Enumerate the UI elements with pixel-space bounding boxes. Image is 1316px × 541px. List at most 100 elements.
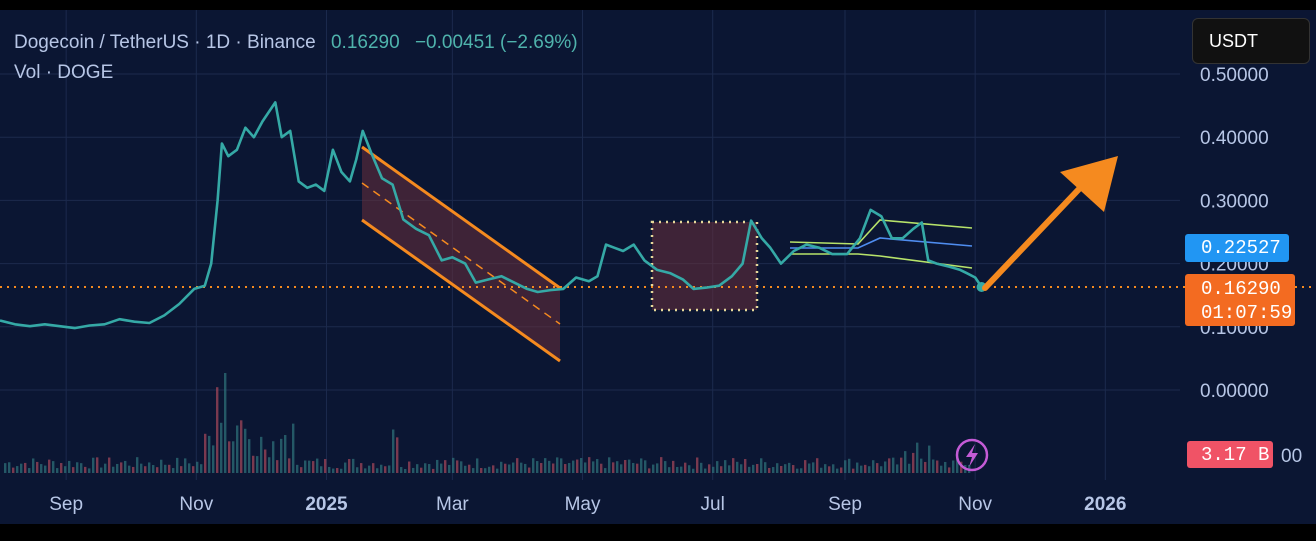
chart-header: Dogecoin / TetherUS · 1D · Binance 0.162… [14, 32, 578, 54]
volume-bar [208, 435, 211, 473]
volume-bar [772, 467, 775, 473]
volume-bar [260, 436, 263, 473]
arrow-shaft [982, 185, 1083, 291]
volume-bar [936, 460, 939, 473]
volume-bar [140, 463, 143, 473]
volume-bar [280, 438, 283, 473]
volume-bar [124, 460, 127, 473]
volume-bar [104, 463, 107, 473]
volume-bar [48, 459, 51, 473]
volume-bar [380, 464, 383, 473]
x-tick-label: Nov [179, 494, 213, 515]
volume-bar [664, 461, 667, 473]
volume-bar [432, 468, 435, 473]
volume-bar [24, 462, 27, 473]
volume-bar [544, 458, 547, 473]
volume-bar [44, 465, 47, 473]
volume-bar [404, 468, 407, 473]
volume-bar [696, 457, 699, 473]
volume-bar [928, 445, 931, 473]
volume-bar [484, 468, 487, 473]
volume-bar [192, 466, 195, 473]
volume-bar [20, 463, 23, 473]
volume-bar [64, 466, 67, 473]
volume-bar [224, 373, 227, 473]
currency-button[interactable]: USDT [1192, 18, 1310, 64]
volume-bar [340, 468, 343, 473]
price-series-line [0, 101, 983, 330]
volume-bar [264, 449, 267, 473]
volume-bar [668, 467, 671, 473]
volume-bar [144, 466, 147, 473]
volume-bar [700, 462, 703, 473]
volume-bar [320, 466, 323, 473]
volume-bar [56, 468, 59, 473]
volume-bar [944, 461, 947, 473]
volume-bar [368, 465, 371, 473]
volume-bar [856, 462, 859, 473]
symbol-label: Dogecoin / TetherUS · 1D · Binance [14, 32, 316, 53]
volume-bar [60, 463, 63, 473]
x-tick-label: Nov [958, 494, 992, 515]
x-tick-label: Mar [436, 494, 469, 515]
volume-bar [584, 462, 587, 473]
volume-bar [308, 460, 311, 473]
volume-bar [748, 466, 751, 473]
volume-bar [744, 459, 747, 473]
volume-bar [836, 468, 839, 473]
volume-bar [184, 458, 187, 473]
volume-bar [716, 461, 719, 473]
volume-bar [292, 423, 295, 473]
volume-bar [480, 468, 483, 473]
volume-bar [32, 458, 35, 473]
last-price-tag: 0.16290 01:07:59 [1185, 274, 1295, 326]
channel-fill [362, 147, 560, 361]
volume-bar [92, 457, 95, 473]
volume-legend: Vol · DOGE [14, 62, 114, 83]
volume-bar [344, 462, 347, 473]
volume-bar [672, 460, 675, 473]
volume-bar [316, 458, 319, 473]
envelope-upper-line [789, 219, 973, 245]
volume-bar [468, 464, 471, 473]
volume-bar [412, 467, 415, 473]
volume-bar [336, 468, 339, 473]
volume-bar [960, 461, 963, 473]
volume-bar [440, 463, 443, 473]
volume-bar [580, 458, 583, 473]
volume-bar [876, 463, 879, 473]
volume-bar [460, 461, 463, 473]
volume-bar [36, 461, 39, 473]
volume-bar [168, 464, 171, 473]
volume-bar [456, 460, 459, 473]
volume-bar [328, 466, 331, 473]
volume-bar [932, 459, 935, 473]
volume-bar [524, 463, 527, 473]
volume-bar [424, 463, 427, 473]
volume-bar [768, 467, 771, 473]
y-tick-label: 0.50000 [1200, 65, 1269, 86]
lightning-icon [966, 444, 978, 467]
volume-bar [620, 464, 623, 473]
volume-bar [764, 462, 767, 473]
volume-bar [508, 464, 511, 473]
volume-bar [892, 457, 895, 473]
volume-bar [720, 466, 723, 473]
arrow-head [1060, 156, 1118, 212]
volume-bar [8, 462, 11, 473]
x-tick-label: 2025 [305, 494, 348, 515]
channel-lower-line [361, 218, 561, 363]
volume-bar [808, 463, 811, 473]
price-chart[interactable]: Sep Nov 2025 Mar May Jul Sep Nov 2026 0.50000 0.40… [0, 10, 1316, 524]
volume-bar [76, 462, 79, 473]
volume-bar [304, 460, 307, 473]
volume-bar [776, 463, 779, 473]
volume-bar [708, 464, 711, 473]
volume-bar [600, 463, 603, 473]
volume-bar [120, 462, 123, 473]
volume-bar [396, 437, 399, 473]
blue-price-tag: 0.22527 [1185, 234, 1289, 262]
volume-bar [416, 464, 419, 473]
volume-bar [636, 463, 639, 473]
volume-bar [252, 455, 255, 473]
